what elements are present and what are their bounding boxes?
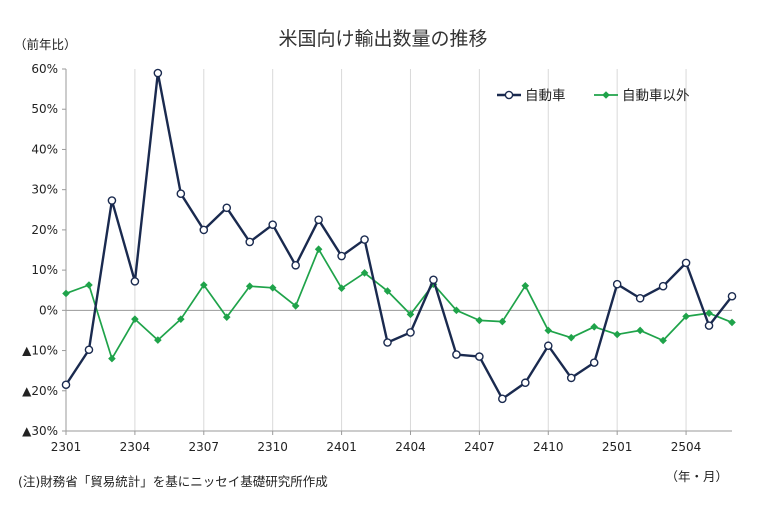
- data-point: [452, 350, 461, 359]
- data-point: [291, 302, 300, 310]
- data-point: [406, 328, 415, 337]
- x-tick-label: 2404: [395, 440, 426, 454]
- data-point: [268, 220, 277, 229]
- x-tick-labels: 2301 2304 2307 2310 2401 2404 2407 2410 2501 2504: [51, 440, 702, 454]
- data-point: [383, 338, 392, 347]
- y-tick-label: 30%: [31, 183, 58, 197]
- data-point: [705, 309, 713, 317]
- x-tick-label: 2401: [326, 440, 357, 454]
- data-point: [61, 380, 71, 390]
- x-tick-label: 2304: [120, 440, 151, 454]
- y-tick-label: 20%: [31, 223, 58, 237]
- data-point: [337, 284, 346, 293]
- x-tick-label: 2307: [189, 440, 220, 454]
- data-point: [566, 373, 576, 383]
- series-line: [65, 248, 733, 360]
- data-point: [176, 189, 186, 198]
- data-point: [543, 341, 553, 351]
- y-axis-unit-label: （前年比）: [14, 37, 77, 52]
- data-point: [475, 316, 484, 325]
- data-point: [84, 345, 94, 355]
- data-point: [567, 333, 576, 342]
- y-tick-label: 50%: [31, 102, 58, 116]
- axes: [62, 68, 732, 435]
- data-point: [199, 225, 209, 235]
- data-point: [222, 203, 232, 213]
- data-point: [681, 258, 691, 268]
- data-point: [130, 277, 140, 286]
- data-point: [544, 326, 553, 335]
- data-point: [498, 317, 507, 326]
- series-0: [61, 68, 737, 404]
- x-tick-label: 2301: [51, 440, 82, 454]
- data-point: [85, 281, 93, 289]
- data-point: [728, 318, 736, 327]
- legend-label: 自動車: [525, 88, 566, 104]
- data-point: [154, 336, 162, 344]
- legend-marker: [504, 90, 514, 100]
- data-point: [245, 282, 254, 290]
- x-tick-label: 2410: [533, 440, 564, 454]
- data-point: [727, 291, 737, 301]
- data-point: [222, 313, 231, 321]
- data-point: [475, 352, 484, 361]
- series-layer: [61, 68, 737, 404]
- y-tick-label: 10%: [31, 263, 58, 277]
- data-point: [291, 260, 300, 270]
- data-point: [337, 251, 346, 261]
- data-point: [613, 330, 621, 339]
- data-point: [521, 281, 530, 290]
- data-point: [62, 289, 70, 298]
- data-point: [131, 315, 139, 323]
- data-point: [153, 68, 163, 78]
- data-point: [199, 281, 208, 289]
- data-point: [360, 235, 369, 244]
- data-point: [636, 326, 644, 335]
- x-tick-label: 2501: [602, 440, 633, 454]
- data-point: [314, 245, 323, 253]
- data-point: [452, 306, 461, 315]
- data-point: [658, 281, 668, 291]
- y-tick-labels: 60% 50% 40% 30% 20% 10% 0% ▲10% ▲20% ▲30%: [22, 62, 58, 438]
- data-point: [521, 378, 530, 388]
- y-tick-label: ▲20%: [22, 384, 58, 398]
- data-point: [429, 275, 438, 285]
- data-point: [612, 279, 622, 289]
- series-1: [62, 245, 736, 363]
- data-point: [268, 284, 277, 292]
- data-point: [704, 321, 714, 330]
- x-tick-label: 2310: [257, 440, 288, 454]
- source-note: (注)財務省「貿易統計」を基にニッセイ基礎研究所作成: [18, 474, 328, 489]
- data-point: [635, 293, 645, 303]
- y-tick-label: ▲30%: [22, 424, 58, 438]
- data-point: [108, 354, 116, 363]
- vertical-gridlines: [65, 69, 687, 431]
- data-point: [314, 215, 323, 225]
- data-point: [589, 358, 599, 367]
- data-point: [590, 323, 599, 331]
- chart-title: 米国向け輸出数量の推移: [278, 28, 487, 50]
- x-tick-label: 2407: [464, 440, 495, 454]
- data-point: [682, 312, 690, 321]
- data-point: [383, 287, 392, 295]
- x-axis-unit-label: （年・月）: [665, 469, 728, 484]
- y-tick-label: 40%: [31, 142, 58, 156]
- y-tick-label: 60%: [31, 62, 58, 76]
- data-point: [245, 237, 255, 247]
- legend-label: 自動車以外: [622, 88, 690, 104]
- x-tick-label: 2504: [671, 440, 702, 454]
- data-point: [498, 394, 507, 404]
- data-point: [360, 269, 369, 277]
- data-point: [406, 310, 415, 319]
- y-tick-label: ▲10%: [22, 344, 58, 358]
- legend: 自動車 自動車以外: [497, 88, 690, 104]
- data-point: [659, 336, 667, 345]
- data-point: [177, 315, 185, 323]
- y-tick-label: 0%: [39, 303, 58, 317]
- legend-marker: [602, 91, 610, 99]
- series-line: [64, 71, 733, 401]
- data-point: [107, 196, 117, 205]
